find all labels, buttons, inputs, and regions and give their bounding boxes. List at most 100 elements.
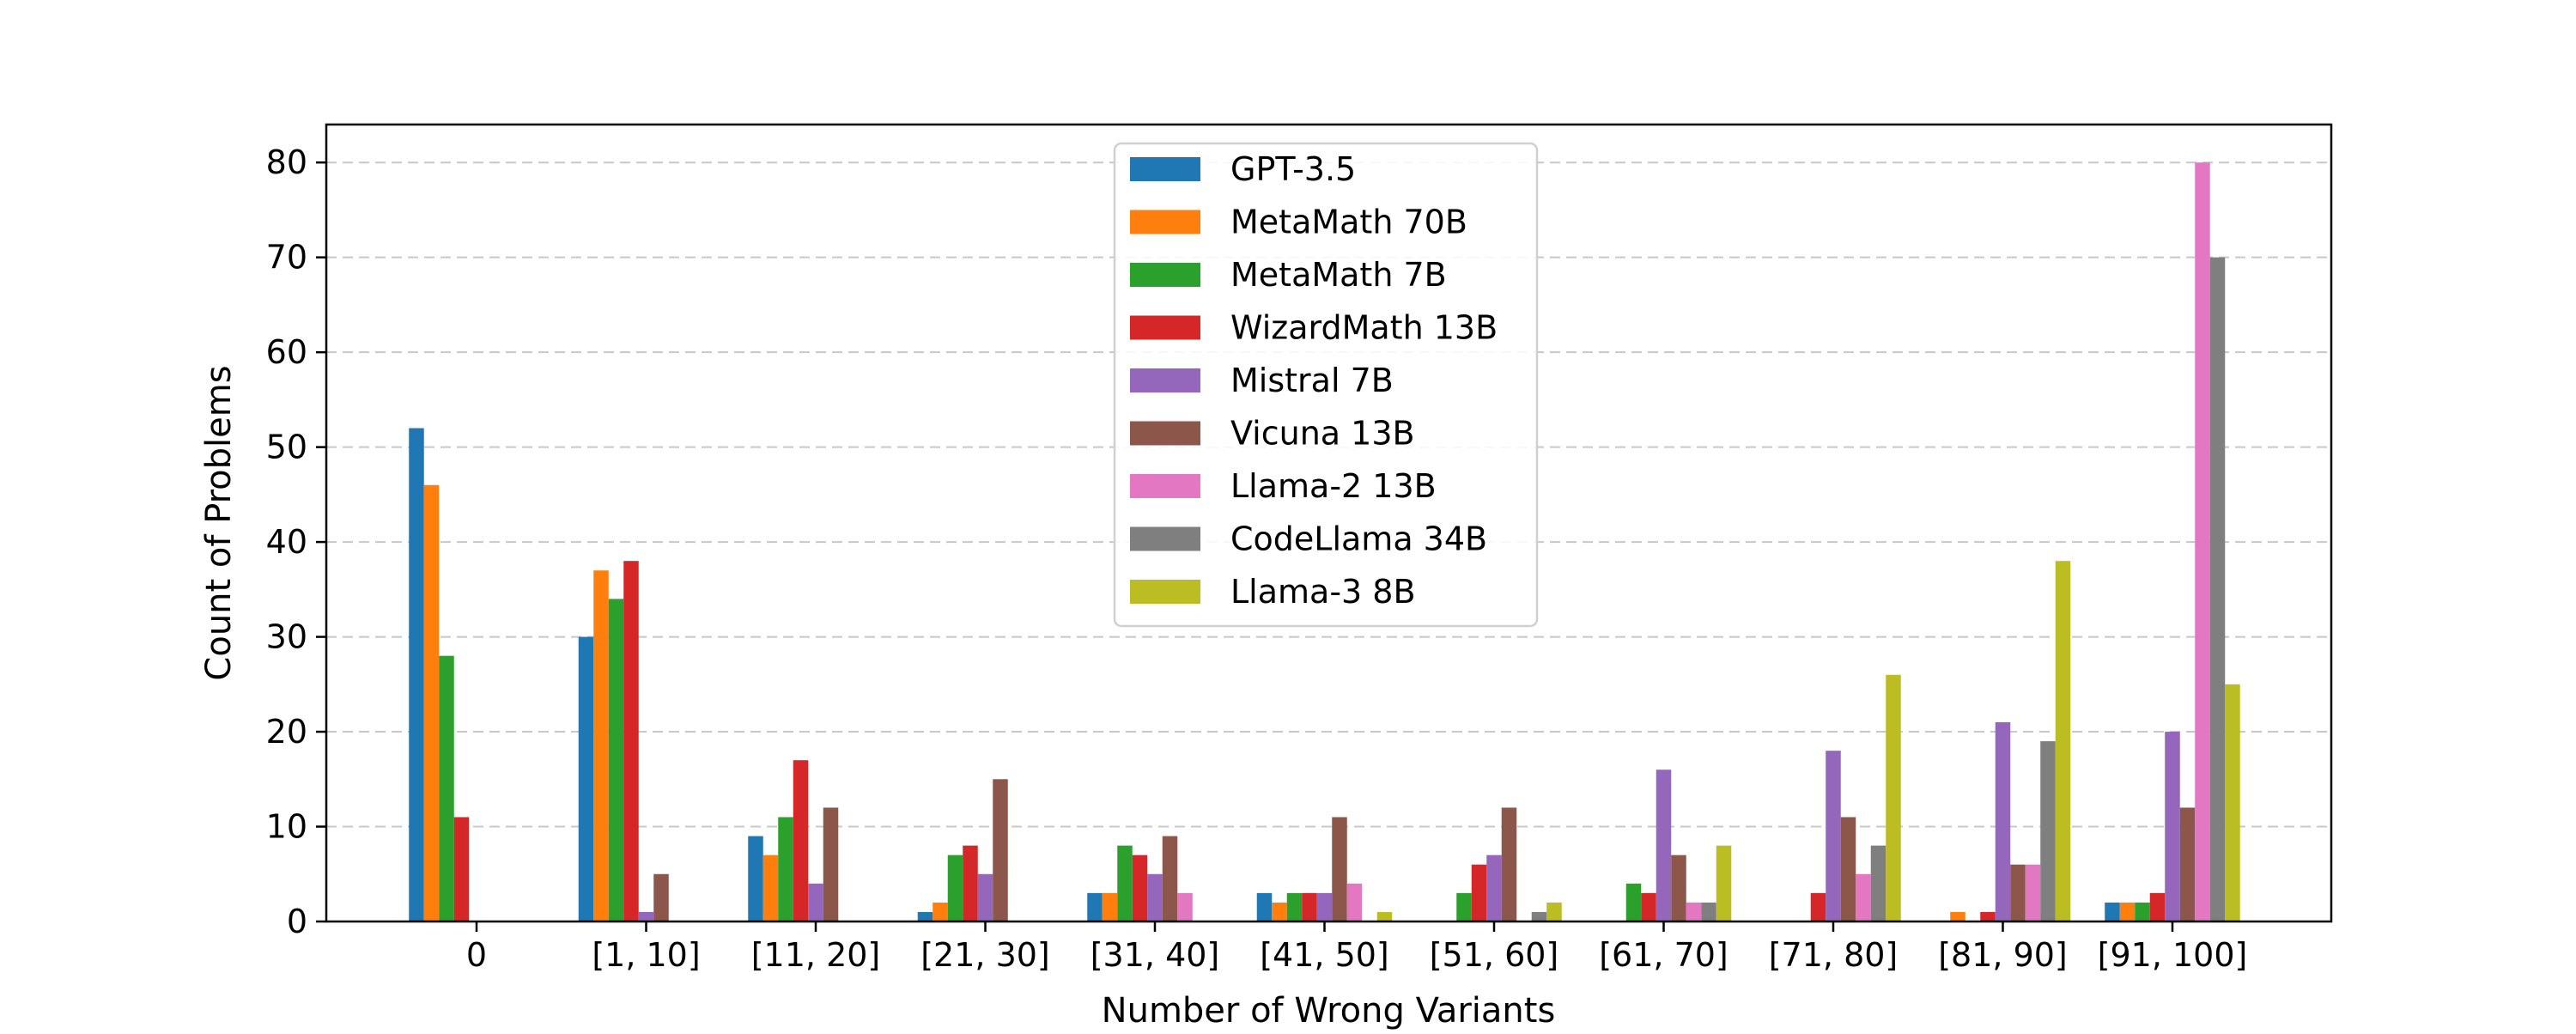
x-tick-label: [41, 50] <box>1260 936 1389 974</box>
bar <box>1641 892 1656 921</box>
legend-swatch <box>1130 210 1200 234</box>
bar <box>1177 892 1193 921</box>
legend-label: WizardMath 13B <box>1230 309 1498 347</box>
legend-box <box>1113 142 1539 628</box>
bar <box>1087 892 1103 921</box>
bar <box>2025 864 2041 921</box>
y-tick-label: 0 <box>287 903 307 940</box>
bar <box>793 760 809 921</box>
legend-label: MetaMath 7B <box>1230 256 1447 294</box>
bar <box>1840 817 1856 921</box>
bars <box>409 162 2240 922</box>
bar <box>1886 674 1901 921</box>
y-tick-label: 30 <box>266 618 307 656</box>
bar <box>1950 911 1965 921</box>
bar <box>608 599 624 921</box>
x-tick-label: [31, 40] <box>1091 936 1220 974</box>
legend-swatch <box>1130 421 1200 446</box>
bar <box>1531 911 1547 921</box>
y-tick-label: 20 <box>266 713 307 751</box>
bar <box>1456 892 1472 921</box>
bar <box>2225 684 2240 921</box>
bar <box>423 484 440 921</box>
bar <box>917 911 933 921</box>
bar <box>963 845 978 921</box>
bar <box>1346 883 1363 921</box>
legend-label: Vicuna 13B <box>1230 415 1415 453</box>
x-tick-label: [21, 30] <box>920 936 1050 974</box>
bar <box>977 873 993 921</box>
bar <box>1501 807 1517 921</box>
y-tick-label: 70 <box>266 239 307 277</box>
bar <box>1102 892 1118 921</box>
bar <box>2055 561 2071 921</box>
legend-swatch <box>1130 315 1200 340</box>
bar <box>2195 162 2210 921</box>
bar <box>1147 873 1163 921</box>
bar <box>453 817 470 921</box>
bar <box>1162 836 1178 921</box>
plot-frame <box>325 123 2333 923</box>
x-tick-label: [81, 90] <box>1938 936 2068 974</box>
legend-swatch <box>1130 263 1200 287</box>
bar <box>1870 845 1886 921</box>
legend-swatch <box>1130 526 1200 551</box>
bar <box>2010 864 2026 921</box>
legend-swatch <box>1130 474 1200 498</box>
bar <box>778 817 793 921</box>
x-tick-label: [71, 80] <box>1769 936 1899 974</box>
legend-label: CodeLlama 34B <box>1230 520 1487 558</box>
bar <box>1302 892 1317 921</box>
legend-swatch <box>1130 157 1200 181</box>
bar <box>1486 855 1502 921</box>
bar <box>1980 911 1996 921</box>
bar <box>1272 902 1287 921</box>
bar <box>1117 845 1133 921</box>
bar <box>653 873 669 921</box>
y-tick-label: 50 <box>266 429 307 466</box>
bar <box>623 561 639 921</box>
legend-label: Llama-3 8B <box>1230 573 1416 611</box>
legend-label: GPT-3.5 <box>1230 150 1356 188</box>
bar <box>1826 751 1841 921</box>
bar <box>1625 883 1642 921</box>
y-tick-label: 40 <box>266 523 307 561</box>
bar <box>1810 892 1826 921</box>
y-tick-label: 10 <box>266 808 307 846</box>
bar <box>2119 902 2136 921</box>
bar <box>2135 902 2150 921</box>
bar <box>409 428 424 921</box>
bar <box>1376 911 1393 921</box>
bar <box>2149 892 2166 921</box>
y-axis: 0 10 20 30 40 50 60 70 80 <box>266 143 326 940</box>
bar <box>2179 807 2196 921</box>
bar <box>1671 855 1686 921</box>
bar <box>2040 741 2056 921</box>
x-axis: 0 [1, 10] [11, 20] [21, 30] [31, 40] [41, 50]… <box>466 921 2247 974</box>
x-axis-label: Number of Wrong Variants <box>1102 991 1556 1031</box>
x-tick-label: [91, 100] <box>2098 936 2248 974</box>
x-tick-label: [1, 10] <box>592 936 700 974</box>
bar <box>1316 892 1333 921</box>
y-tick-label: 60 <box>266 333 307 371</box>
y-tick-label: 80 <box>266 143 307 181</box>
bar <box>823 807 839 921</box>
x-tick-label: 0 <box>466 936 487 974</box>
bar <box>947 855 963 921</box>
bar <box>1656 769 1672 921</box>
bar <box>993 779 1008 921</box>
bar <box>1995 722 2011 921</box>
x-tick-label: [51, 60] <box>1430 936 1559 974</box>
x-tick-label: [11, 20] <box>751 936 881 974</box>
legend: GPT-3.5 MetaMath 70B MetaMath 7B WizardMath… <box>1113 142 1539 628</box>
bar <box>593 570 609 921</box>
bar <box>2165 732 2180 921</box>
bar <box>578 636 594 921</box>
bar <box>1471 864 1487 921</box>
y-axis-label: Count of Problems <box>199 365 239 680</box>
bar <box>1546 902 1562 921</box>
bar <box>1716 845 1732 921</box>
bar <box>748 836 763 921</box>
